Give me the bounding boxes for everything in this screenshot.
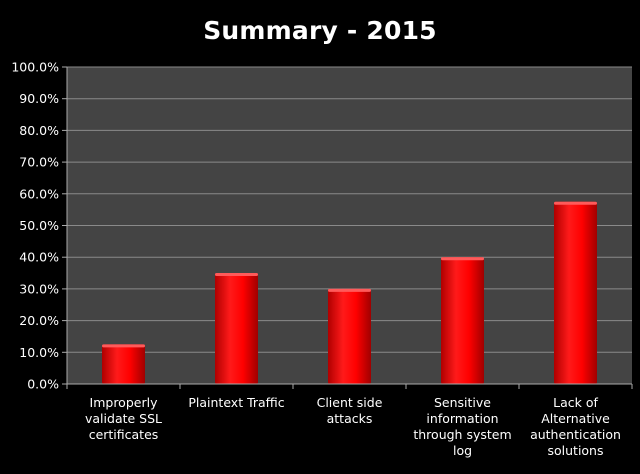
y-tick-label: 90.0% xyxy=(19,91,59,106)
x-category-label-line: authentication xyxy=(530,427,621,442)
x-category-label-line: Client side attacks xyxy=(316,395,383,426)
y-tick-label: 40.0% xyxy=(19,250,59,265)
x-category-label: Client side attacks xyxy=(293,395,406,427)
x-category-label-line: log xyxy=(452,443,473,458)
bar-top-highlight xyxy=(102,344,145,348)
y-tick-label: 10.0% xyxy=(19,345,59,360)
y-tick-label: 70.0% xyxy=(19,155,59,170)
x-category-label-line: Alternative xyxy=(541,411,610,426)
chart-title: Summary - 2015 xyxy=(203,16,437,45)
y-tick-label: 0.0% xyxy=(27,377,59,392)
x-category-label-line: information xyxy=(426,411,499,426)
bar-top-highlight xyxy=(441,257,484,261)
y-tick-label: 100.0% xyxy=(11,60,59,75)
bar xyxy=(441,257,484,384)
x-category-label: Sensitive information through system log xyxy=(406,395,519,459)
y-tick-label: 20.0% xyxy=(19,313,59,328)
x-category-label: Improperly validate SSL certificates xyxy=(67,395,180,443)
axes xyxy=(62,66,633,389)
bar-top-highlight xyxy=(554,201,597,205)
bar xyxy=(328,288,371,384)
bars xyxy=(102,201,597,384)
x-category-label-line: Plaintext Traffic xyxy=(188,395,285,410)
x-category-label: Plaintext Traffic xyxy=(180,395,293,411)
x-category-label-line: through system xyxy=(413,427,512,442)
x-category-label-line: Sensitive xyxy=(434,395,491,410)
x-category-label: Lack of Alternative authentication solution… xyxy=(519,395,632,459)
bar xyxy=(215,273,258,384)
y-tick-label: 30.0% xyxy=(19,281,59,296)
bar xyxy=(102,344,145,384)
bar xyxy=(554,201,597,384)
y-axis-ticks: 0.0% 10.0% 20.0% 30.0% 40.0% 50.0% 60.0% 70.0% 8… xyxy=(11,60,59,392)
x-category-label-line: solutions xyxy=(547,443,604,458)
y-tick-label: 50.0% xyxy=(19,218,59,233)
bar-top-highlight xyxy=(328,288,371,292)
bar-top-highlight xyxy=(215,273,258,277)
x-category-label-line: certificates xyxy=(88,427,159,442)
x-category-label-line: validate SSL xyxy=(85,411,162,426)
y-tick-label: 60.0% xyxy=(19,186,59,201)
y-tick-label: 80.0% xyxy=(19,123,59,138)
x-category-label-line: Improperly xyxy=(89,395,158,410)
x-category-label-line: Lack of xyxy=(553,395,598,410)
